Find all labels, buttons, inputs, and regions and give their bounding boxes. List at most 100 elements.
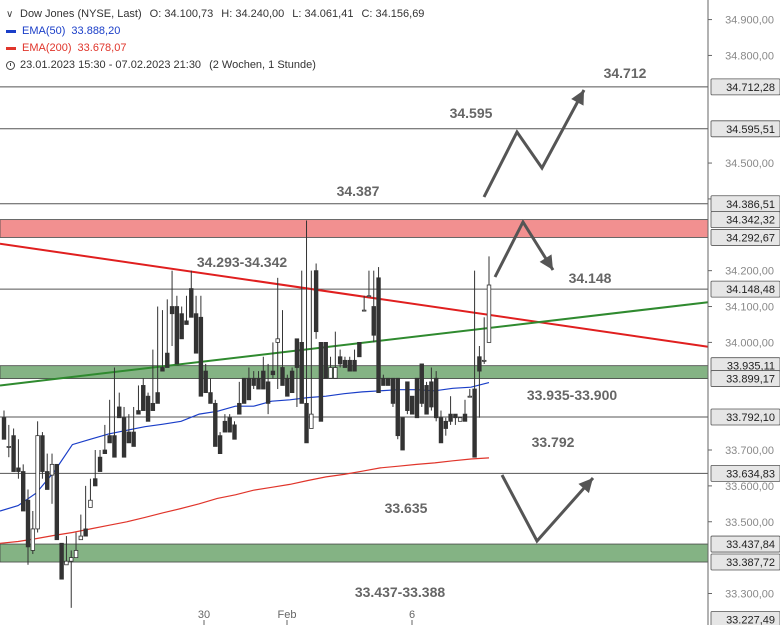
price-label-box	[710, 535, 780, 553]
candle-body	[361, 309, 367, 312]
annotation-label: 34.595	[450, 105, 493, 121]
legend-range-row: 23.01.2023 15:30 - 07.02.2023 21:30 (2 W…	[6, 57, 424, 74]
candle-body	[35, 435, 40, 530]
legend-ohlc-row: ∨ Dow Jones (NYSE, Last) O: 34.100,73 H:…	[6, 6, 424, 23]
pullback-scenario-arrow-head	[539, 254, 553, 270]
date-range: 23.01.2023 15:30 - 07.02.2023 21:30	[20, 59, 202, 71]
high-value: H: 34.240,00	[221, 8, 285, 20]
candle-body	[11, 435, 16, 472]
candle-body	[93, 478, 98, 487]
candle-body	[486, 284, 492, 343]
candle-body	[294, 338, 300, 368]
candle-body	[160, 367, 165, 372]
candle-body	[472, 388, 477, 458]
candle-body	[213, 402, 218, 447]
symbol-label: Dow Jones (NYSE, Last)	[20, 8, 142, 20]
price-label: 33.899,17	[726, 374, 775, 386]
candle-body	[30, 528, 36, 551]
candle-body	[390, 377, 396, 404]
candle-body	[59, 542, 64, 580]
price-label-box	[710, 370, 780, 387]
candle-body	[395, 377, 400, 437]
price-label-box	[710, 408, 780, 426]
candle-body	[265, 381, 271, 404]
candle-body	[333, 367, 338, 379]
uptrend-line	[0, 301, 709, 387]
candle-body	[443, 420, 448, 429]
candle-body	[323, 342, 328, 379]
candle-body	[165, 352, 170, 368]
clock-icon	[6, 61, 15, 70]
bearish-scenario-arrow	[500, 474, 595, 544]
candle-body	[433, 377, 439, 419]
y-tick-label: 33.600,00	[725, 481, 774, 493]
annotation-label: 33.635	[385, 500, 428, 516]
candle-body	[251, 377, 256, 386]
y-tick-label: 34.000,00	[725, 337, 774, 349]
candle-body	[150, 402, 156, 411]
candle-body	[261, 370, 266, 390]
price-label: 34.342,32	[726, 215, 775, 227]
candle-body	[198, 316, 204, 397]
candle-body	[342, 359, 348, 368]
price-label-box	[710, 211, 780, 229]
price-label: 33.437,84	[726, 539, 775, 551]
candle-body	[6, 446, 12, 448]
interval-label: (2 Wochen, 1 Stunde)	[209, 59, 316, 71]
bullish-scenario-arrow	[482, 89, 586, 198]
candle-body	[289, 370, 295, 394]
close-value: C: 34.156,69	[361, 8, 425, 20]
annotation-label: 34.387	[337, 183, 380, 199]
candle-body	[241, 377, 247, 404]
ema200-label: EMA(200)	[22, 42, 72, 54]
candle-body	[477, 356, 482, 372]
candle-body	[227, 417, 232, 433]
resistance-zone	[0, 219, 709, 238]
candle-body	[25, 499, 31, 548]
price-label: 34.712,28	[726, 82, 775, 94]
candle-body	[419, 363, 424, 404]
price-label: 34.386,51	[726, 199, 775, 211]
candle-body	[193, 313, 199, 354]
candle-body	[457, 417, 463, 422]
y-tick-label: 33.500,00	[725, 517, 774, 529]
x-tick-label: 30	[198, 609, 210, 621]
candle-body	[347, 359, 352, 372]
candle-body	[366, 295, 372, 298]
candle-body	[45, 471, 50, 490]
candle-body	[357, 342, 362, 358]
candle-body	[54, 463, 60, 541]
candle-body	[453, 413, 458, 419]
annotation-label: 34.148	[569, 270, 612, 286]
candle-body	[136, 410, 141, 415]
support-zone	[0, 543, 709, 563]
open-value: O: 34.100,73	[149, 8, 214, 20]
collapse-chevron-icon[interactable]: ∨	[6, 9, 14, 20]
candle-body	[16, 467, 21, 472]
candle-body	[169, 306, 175, 315]
chart-legend: ∨ Dow Jones (NYSE, Last) O: 34.100,73 H:…	[6, 6, 424, 74]
candle-body	[246, 377, 252, 401]
candle-body	[448, 413, 453, 422]
price-label: 34.292,67	[726, 232, 775, 244]
downtrend-line	[0, 242, 709, 348]
candle-body	[102, 449, 108, 454]
candle-body	[184, 320, 189, 325]
candle-body	[309, 413, 314, 429]
candle-body	[131, 431, 136, 447]
candle-body	[424, 385, 429, 415]
price-label-box	[710, 611, 780, 625]
price-label-box	[710, 464, 780, 482]
annotation-label: 33.935-33.900	[527, 387, 618, 403]
price-label-box	[710, 229, 780, 246]
candle-body	[371, 306, 376, 336]
candle-body	[429, 381, 434, 408]
candle-body	[280, 367, 285, 386]
candle-body	[337, 356, 343, 365]
candle-body	[40, 435, 45, 472]
candle-body	[328, 367, 333, 379]
price-label: 33.634,83	[726, 468, 775, 480]
candle-body	[217, 435, 223, 454]
candle-body	[78, 535, 84, 541]
candle-body	[208, 392, 213, 404]
